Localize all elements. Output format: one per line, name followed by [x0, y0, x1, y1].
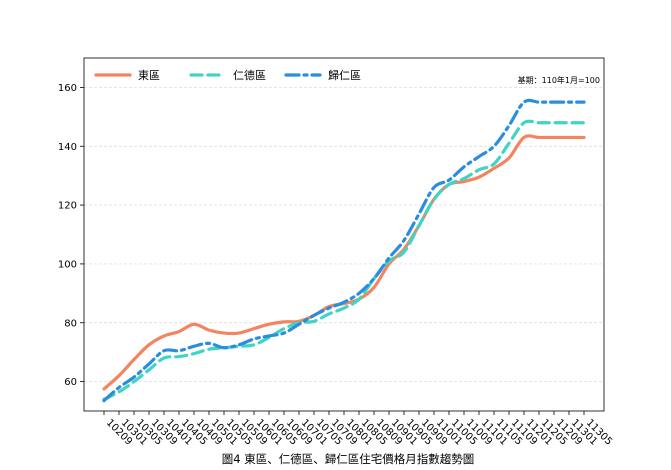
legend-label-1: 仁德區: [233, 68, 266, 82]
y-tick-label: 60: [64, 377, 77, 388]
legend-label-0: 東區: [138, 69, 160, 82]
y-gridlines: [84, 87, 604, 382]
y-tick-label: 100: [58, 259, 77, 270]
y-axis: 60 80 100 120 140 160: [58, 83, 84, 388]
x-axis: 1020910301103051030910401104051040910501…: [103, 411, 614, 448]
y-tick-label: 160: [58, 83, 77, 94]
y-tick-label: 140: [58, 142, 77, 153]
y-tick-label: 80: [64, 318, 77, 329]
legend: 東區 仁德區 歸仁區: [94, 68, 361, 82]
series-line-2: [102, 98, 586, 403]
y-tick-label: 120: [58, 201, 77, 212]
base-period-note: 基期：110年1月=100: [518, 75, 600, 85]
series-lines: [102, 98, 586, 403]
chart-caption: 圖4 東區、仁德區、歸仁區住宅價格月指數趨勢圖: [222, 452, 474, 466]
series-line-1: [102, 119, 586, 401]
legend-label-2: 歸仁區: [328, 68, 361, 82]
